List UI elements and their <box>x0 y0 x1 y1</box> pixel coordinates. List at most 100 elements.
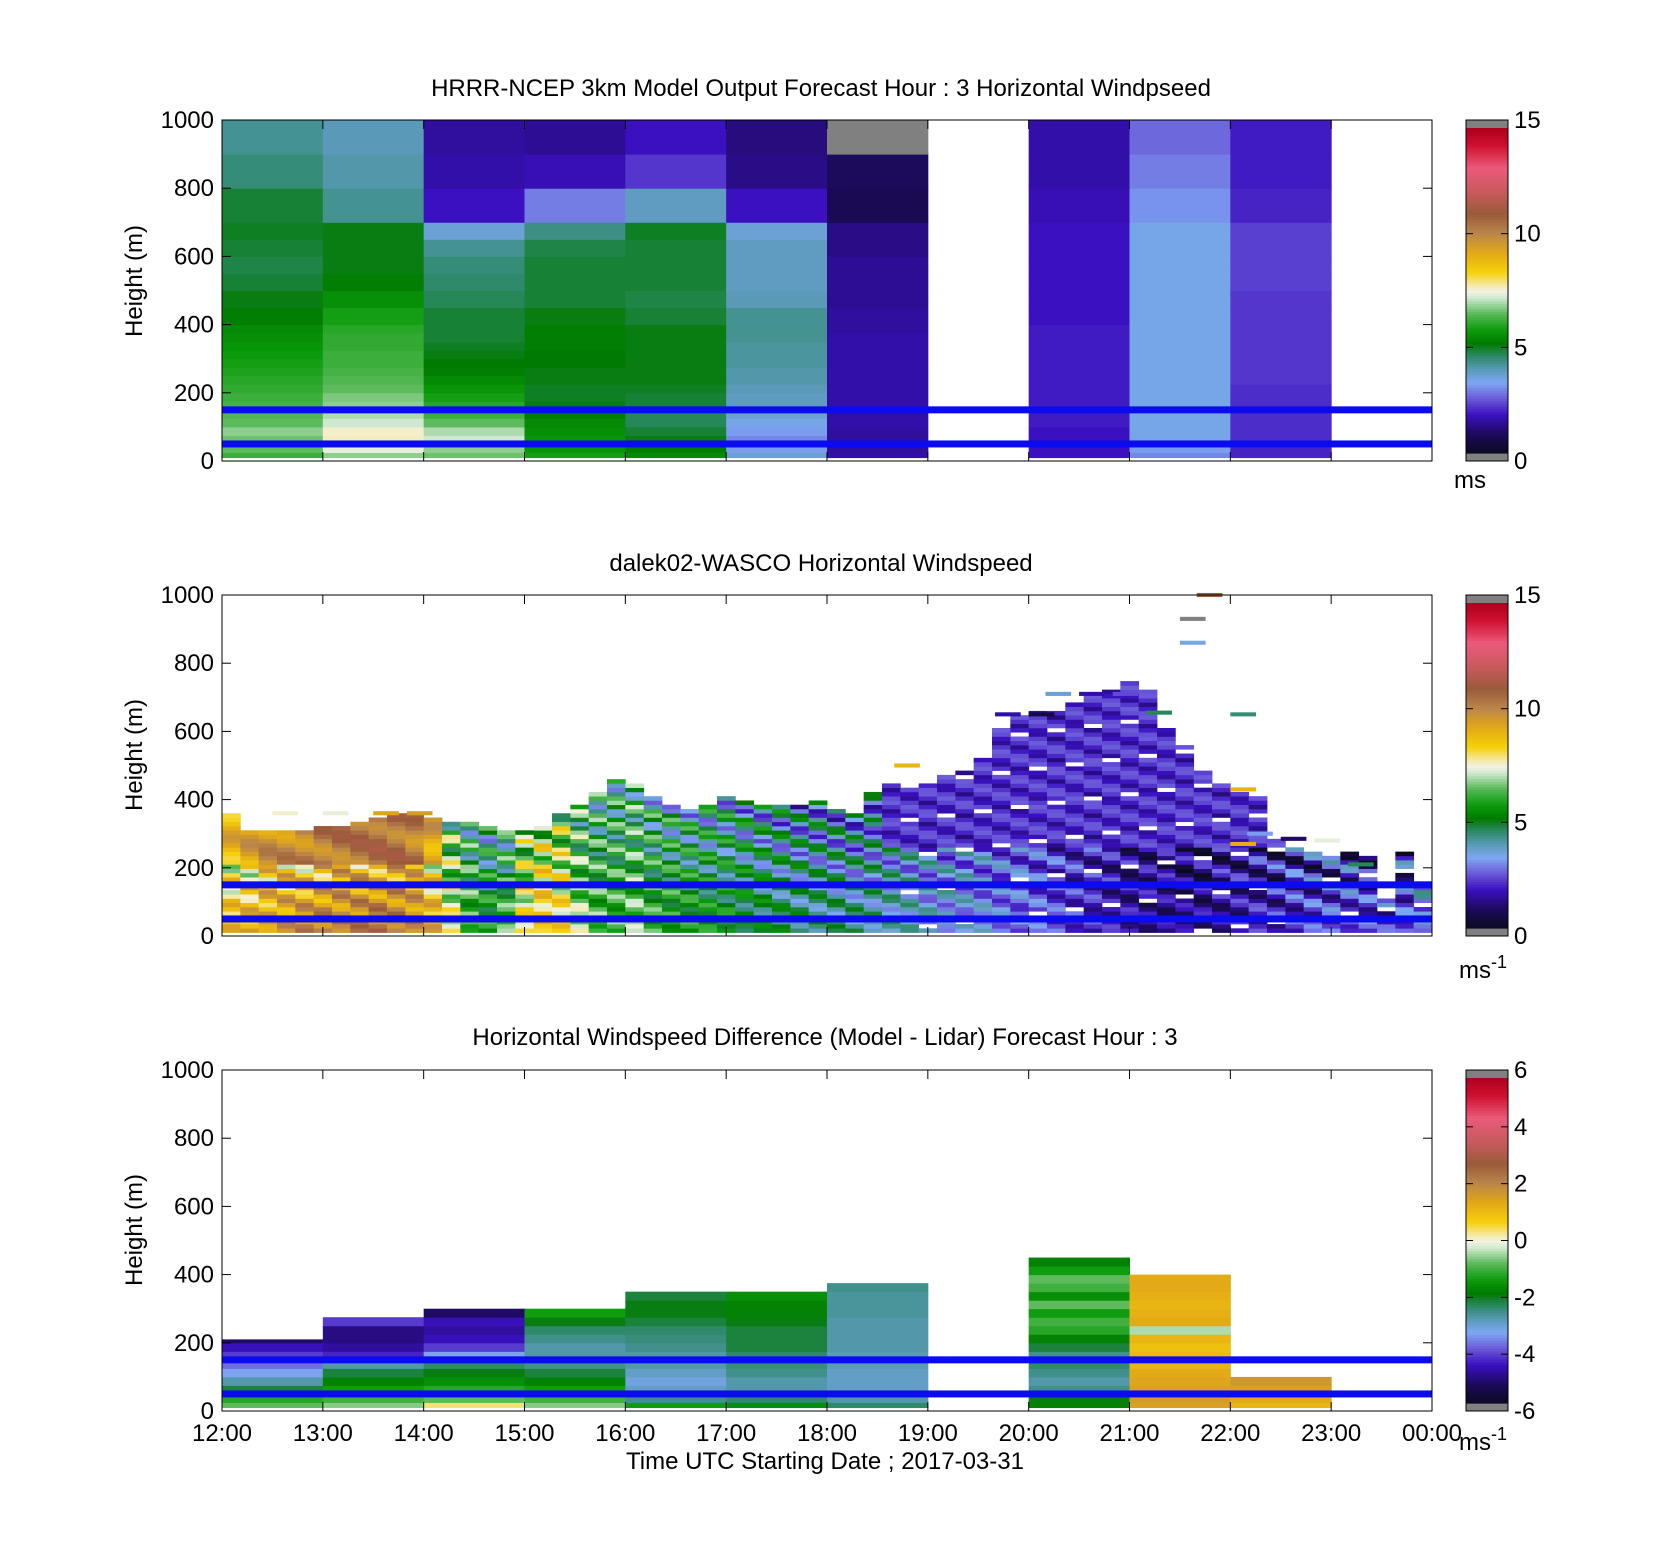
colorbar-swatch <box>1466 1375 1508 1380</box>
heatmap-cell <box>607 907 626 912</box>
heatmap-cell <box>772 928 791 933</box>
colorbar-swatch <box>1466 914 1508 918</box>
heatmap-cell <box>607 898 626 904</box>
heatmap-cell <box>1065 770 1085 776</box>
heatmap-cell <box>332 860 351 865</box>
heatmap-cell <box>497 851 516 857</box>
heatmap-cell <box>973 855 993 861</box>
heatmap-cell <box>625 239 727 257</box>
colorbar-swatch <box>1466 1091 1508 1095</box>
heatmap-cell <box>1102 740 1121 746</box>
heatmap-cell <box>808 902 828 908</box>
heatmap-cell <box>350 898 370 904</box>
heatmap-cell <box>625 1351 727 1361</box>
colorbar-swatch <box>1466 1194 1508 1198</box>
heatmap-cell <box>882 894 901 899</box>
colorbar-swatch <box>1466 662 1508 666</box>
heatmap-cell <box>1267 898 1286 904</box>
heatmap-cell <box>808 894 828 899</box>
heatmap-cell <box>882 860 901 865</box>
heatmap-cell <box>735 804 755 810</box>
heatmap-cell <box>295 860 315 865</box>
colorbar-swatch <box>1466 773 1508 777</box>
heatmap-cell <box>1267 877 1286 882</box>
heatmap-cell <box>808 889 828 895</box>
heatmap-cell <box>698 830 718 835</box>
heatmap-cell <box>992 889 1011 895</box>
heatmap-cell <box>1230 452 1332 459</box>
heatmap-cell <box>753 855 773 861</box>
heatmap-cell <box>1157 736 1176 742</box>
heatmap-cell <box>808 928 828 933</box>
heatmap-cell <box>1129 1393 1231 1403</box>
heatmap-cell <box>1120 693 1140 699</box>
heatmap-cell <box>625 868 645 874</box>
colorbar-swatch <box>1466 447 1508 451</box>
heatmap-cell <box>277 847 296 852</box>
heatmap-cell <box>240 838 260 844</box>
heatmap-cell <box>992 868 1011 874</box>
heatmap-cell <box>1138 736 1158 742</box>
heatmap-cell <box>1047 710 1066 716</box>
heatmap-cell <box>1230 426 1332 436</box>
heatmap-cell <box>570 847 590 852</box>
heatmap-cell <box>368 826 388 831</box>
heatmap-cell <box>1138 706 1158 712</box>
heatmap-cell <box>1138 851 1158 857</box>
heatmap-cell <box>1129 1308 1231 1318</box>
heatmap-cell <box>726 188 828 223</box>
heatmap-cell <box>1047 813 1066 818</box>
heatmap-cell <box>368 911 388 916</box>
colorbar-swatch <box>1466 1240 1508 1244</box>
heatmap-cell <box>827 1393 929 1403</box>
heatmap-cell <box>900 898 920 904</box>
heatmap-cell <box>607 855 626 861</box>
heatmap-cell <box>1230 154 1332 189</box>
heatmap-cell <box>1102 762 1121 767</box>
heatmap-cell <box>313 830 333 835</box>
heatmap-cell <box>1230 800 1250 806</box>
heatmap-cell <box>1358 928 1378 933</box>
heatmap-cell <box>1303 924 1323 929</box>
heatmap-cell <box>1157 779 1176 784</box>
heatmap-cell <box>1358 889 1378 895</box>
colorbar-swatch <box>1466 358 1508 362</box>
colorbar-swatch <box>1466 1397 1508 1401</box>
heatmap-cell <box>992 826 1011 831</box>
heatmap-cell <box>1230 808 1250 814</box>
heatmap-cell <box>992 898 1011 904</box>
heatmap-cell <box>1212 830 1231 835</box>
heatmap-cell <box>1230 350 1332 360</box>
heatmap-cell <box>900 907 920 912</box>
heatmap-cell <box>625 341 727 351</box>
heatmap-cell <box>1102 753 1121 759</box>
heatmap-cell <box>1028 452 1130 459</box>
heatmap-cell <box>845 911 865 916</box>
heatmap-cell <box>955 830 975 835</box>
colorbar-swatch <box>1466 179 1508 183</box>
heatmap-cell <box>1267 843 1286 848</box>
heatmap-cell <box>497 838 516 844</box>
heatmap-cell <box>1193 894 1213 899</box>
colorbar-swatch <box>1466 768 1508 772</box>
heatmap-cell <box>1102 800 1121 806</box>
heatmap-cell <box>918 894 938 899</box>
heatmap-cell <box>552 877 571 882</box>
heatmap-cell <box>1358 864 1378 869</box>
heatmap-cell <box>368 868 388 874</box>
colorbar-swatch <box>1466 195 1508 200</box>
heatmap-cell <box>1138 766 1158 771</box>
heatmap-cell <box>845 868 865 874</box>
heatmap-cell <box>808 847 828 852</box>
heatmap-cell <box>955 924 975 929</box>
heatmap-cell <box>497 847 516 852</box>
colorbar-swatch <box>1466 1205 1508 1209</box>
heatmap-cell <box>845 847 865 852</box>
heatmap-cell <box>1102 817 1121 823</box>
heatmap-cell <box>1267 855 1286 861</box>
heatmap-cell <box>1010 787 1030 793</box>
heatmap-cell <box>973 924 993 929</box>
heatmap-cell <box>1322 872 1341 878</box>
heatmap-cell <box>258 889 278 895</box>
heatmap-cell <box>1322 855 1341 861</box>
